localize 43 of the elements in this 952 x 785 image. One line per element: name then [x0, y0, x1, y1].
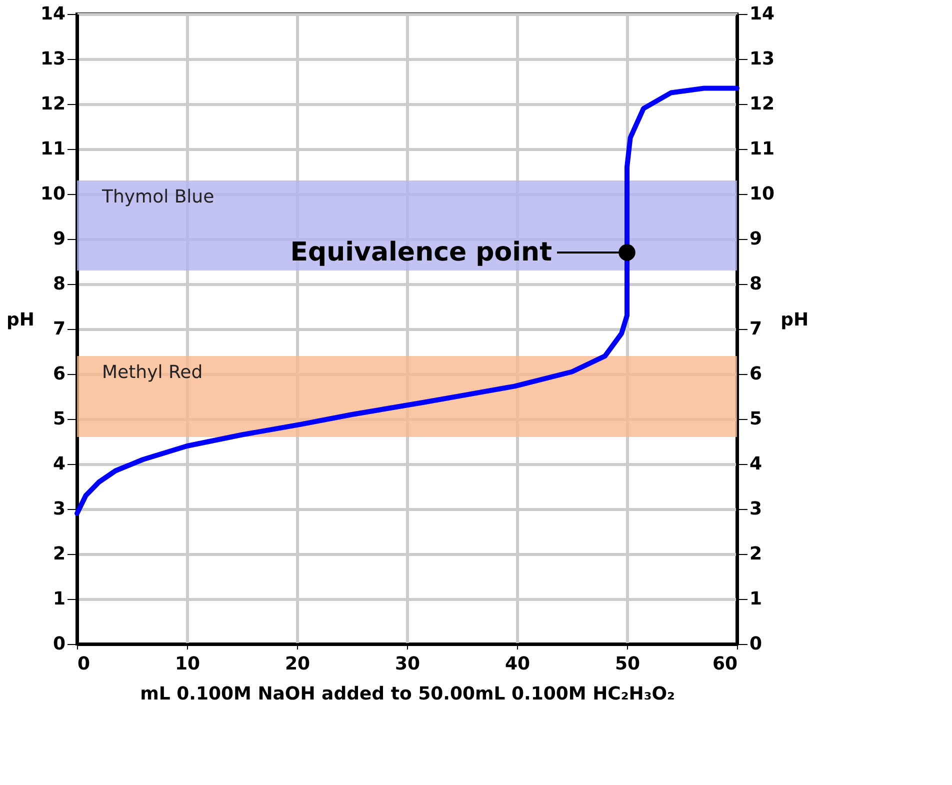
band-label: Methyl Red — [102, 362, 203, 383]
y-tick-label: 8 — [52, 274, 66, 294]
y2-tick-label: 14 — [750, 4, 775, 24]
y2-tick-label: 7 — [750, 318, 762, 340]
y2-tick-label: 10 — [750, 184, 775, 204]
y2-tick-label: 11 — [750, 138, 775, 160]
y-tick-label: 6 — [52, 364, 66, 384]
y2-tick-label: 8 — [750, 274, 762, 294]
x-tick-label: 30 — [394, 654, 420, 674]
y-tick-label: 13 — [40, 48, 66, 70]
x-axis-title: mL 0.100M NaOH added to 50.00mL 0.100M HC₂H₃O₂ — [140, 684, 675, 704]
y-tick-label: 14 — [40, 4, 66, 24]
y-axis-title: pH — [6, 310, 34, 330]
y-tick-label: 9 — [52, 228, 66, 250]
y2-tick-label: 4 — [750, 454, 762, 474]
y2-tick-label: 2 — [750, 544, 762, 564]
annotation: Equivalence point — [290, 238, 552, 268]
y-tick-label: 5 — [52, 408, 66, 430]
y-tick-label: 10 — [40, 184, 66, 204]
y2-tick-label: 3 — [750, 498, 762, 520]
y2-tick-label: 12 — [750, 94, 775, 114]
y-tick-label: 0 — [52, 634, 66, 654]
y2-tick-label: 5 — [750, 408, 762, 430]
x-tick-label: 40 — [504, 654, 530, 674]
y-tick-label: 12 — [40, 94, 66, 114]
y2-tick-label: 0 — [750, 634, 762, 654]
x-tick-label: 20 — [284, 654, 310, 674]
band-label: Thymol Blue — [101, 186, 214, 208]
y-tick-label: 2 — [52, 544, 66, 564]
x-tick-label: 60 — [712, 654, 738, 674]
y-tick-label: 11 — [40, 138, 66, 160]
y-tick-label: 3 — [52, 498, 66, 520]
y2-tick-label: 1 — [750, 588, 762, 610]
y-tick-label: 7 — [52, 318, 66, 340]
x-tick-label: 0 — [78, 654, 90, 674]
y-tick-label: 1 — [52, 588, 66, 610]
y2-axis-title: pH — [780, 310, 809, 330]
x-tick-label: 10 — [174, 654, 200, 674]
y2-tick-label: 9 — [750, 228, 762, 250]
x-tick-label: 50 — [614, 654, 640, 674]
y-tick-label: 4 — [52, 454, 66, 474]
y2-tick-label: 6 — [750, 364, 762, 384]
y2-tick-label: 13 — [750, 48, 775, 70]
